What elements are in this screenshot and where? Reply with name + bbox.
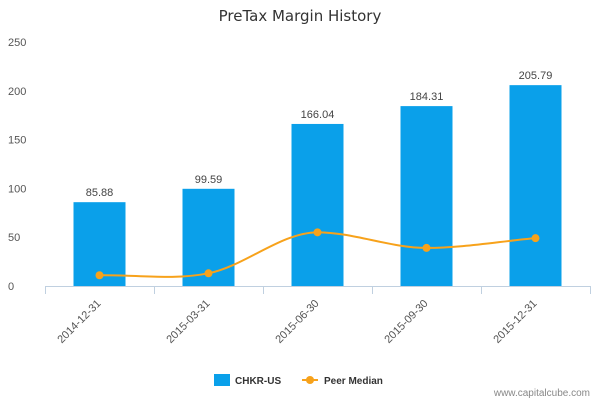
bar	[509, 85, 562, 286]
y-tick-label: 200	[8, 86, 26, 98]
peer-median-point	[95, 271, 104, 280]
x-tick-label: 2015-09-30	[382, 298, 430, 346]
bar-value-label: 184.31	[410, 91, 444, 103]
legend-label: Peer Median	[324, 376, 383, 387]
peer-median-point	[313, 228, 322, 237]
x-tick-label: 2015-03-31	[164, 298, 212, 346]
peer-median-point	[422, 243, 431, 252]
bar-value-label: 205.79	[519, 70, 553, 82]
y-tick-label: 100	[8, 183, 26, 195]
bar-series: 85.88 99.59 166.04 184.31 205.79	[73, 70, 562, 287]
chart-title: PreTax Margin History	[219, 7, 382, 25]
x-tick-label: 2015-12-31	[491, 298, 539, 346]
legend-label: CHKR-US	[235, 376, 281, 387]
line-series	[95, 228, 540, 280]
bar	[291, 123, 344, 286]
x-axis: 2014-12-31 2015-03-31 2015-06-30 2015-09-30…	[45, 286, 591, 346]
x-tick-label: 2014-12-31	[55, 298, 103, 346]
x-tick-label: 2015-06-30	[273, 298, 321, 346]
peer-median-point	[204, 269, 213, 278]
bar-value-label: 85.88	[86, 187, 114, 199]
legend: CHKR-US Peer Median	[214, 374, 383, 387]
bar-value-label: 166.04	[301, 109, 335, 121]
y-tick-label: 150	[8, 135, 26, 147]
y-tick-label: 0	[8, 281, 14, 293]
legend-line-marker	[306, 376, 314, 384]
peer-median-point	[531, 234, 540, 243]
bar-value-label: 99.59	[195, 174, 223, 186]
bar	[400, 106, 453, 287]
y-axis: 0 50 100 150 200 250	[8, 37, 26, 293]
y-tick-label: 50	[8, 232, 20, 244]
legend-bar-swatch	[214, 374, 230, 386]
y-tick-label: 250	[8, 37, 26, 49]
credit-text: www.capitalcube.com	[493, 388, 590, 399]
